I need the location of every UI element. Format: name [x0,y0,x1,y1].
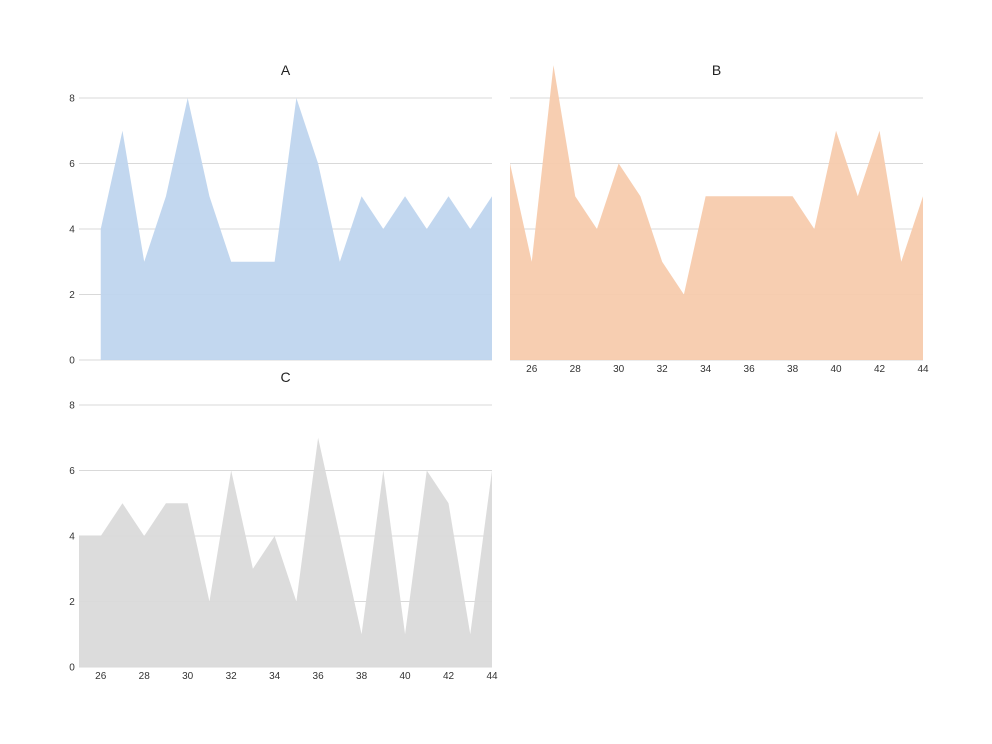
x-tick-label: 32 [657,364,669,375]
chart-panel-a: A 0 2 4 6 8 [69,62,492,367]
x-tick-label: 30 [613,364,625,375]
y-tick-label: 8 [69,401,75,412]
y-tick-label: 4 [69,532,75,543]
x-tick-label: 34 [269,671,281,682]
x-tick-label: 32 [226,671,238,682]
x-tick-label: 36 [744,364,756,375]
x-tick-label: 30 [182,671,194,682]
area-series-a [100,98,492,360]
x-tick-label: 26 [526,364,538,375]
chart-title: B [712,62,721,78]
y-tick-label: 2 [69,290,75,301]
chart-title: A [281,62,291,78]
area-series-b [510,65,923,360]
x-tick-label: 42 [443,671,455,682]
x-tick-label: 28 [570,364,582,375]
x-tick-label: 38 [356,671,368,682]
x-tick-label: 28 [139,671,151,682]
x-tick-label: 26 [95,671,107,682]
y-tick-label: 0 [69,356,75,367]
y-tick-label: 2 [69,597,75,608]
chart-panel-b: B 26 28 30 32 34 36 38 40 42 44 [510,62,929,375]
area-series-c [79,437,492,667]
x-tick-label: 40 [399,671,411,682]
x-tick-label: 38 [787,364,799,375]
x-tick-label: 44 [486,671,498,682]
y-tick-label: 0 [69,663,75,674]
y-tick-label: 4 [69,225,75,236]
x-tick-label: 40 [830,364,842,375]
x-tick-label: 34 [700,364,712,375]
chart-panel-c: C 0 2 4 6 8 26 28 30 32 34 36 38 40 42 44 [69,369,498,682]
x-tick-label: 36 [313,671,325,682]
chart-title: C [280,369,290,385]
y-tick-label: 8 [69,94,75,105]
x-tick-label: 42 [874,364,886,375]
y-tick-label: 6 [69,159,75,170]
y-tick-label: 6 [69,466,75,477]
x-tick-label: 44 [917,364,929,375]
